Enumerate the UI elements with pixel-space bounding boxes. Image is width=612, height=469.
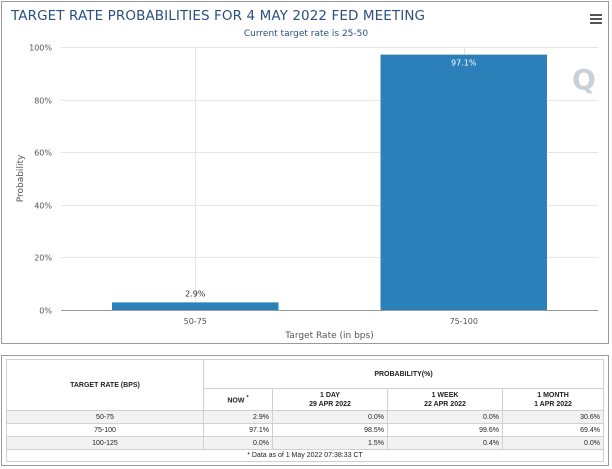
col-now-label: NOW [227, 397, 245, 405]
bar [112, 302, 279, 310]
col-1month-date: 1 APR 2022 [534, 400, 572, 408]
bar [380, 54, 547, 310]
chart-subtitle: Current target rate is 25-50 [243, 29, 369, 39]
col-1day-label: 1 DAY [320, 391, 340, 399]
y-tick-label: 60% [34, 149, 52, 158]
col-target-rate: TARGET RATE (BPS) [6, 359, 204, 411]
row-1week: 0.0% [387, 410, 503, 424]
col-1week: 1 WEEK 22 APR 2022 [387, 388, 503, 411]
probability-table: TARGET RATE (BPS) PROBABILITY(%) NOW * 1… [6, 359, 604, 462]
row-now: 97.1% [203, 423, 273, 437]
col-1week-date: 22 APR 2022 [424, 400, 466, 408]
watermark-logo: Q [572, 63, 596, 96]
chart-title: TARGET RATE PROBABILITIES FOR 4 MAY 2022… [11, 8, 426, 24]
col-now-mark: * [246, 394, 249, 401]
col-1week-label: 1 WEEK [431, 391, 459, 399]
data-label: 2.9% [185, 289, 206, 298]
table-footnote: * Data as of 1 May 2022 07:38:33 CT [6, 449, 604, 462]
probability-table-panel: TARGET RATE (BPS) PROBABILITY(%) NOW * 1… [1, 355, 609, 466]
col-1month-label: 1 MONTH [537, 391, 569, 399]
row-1month: 69.4% [502, 423, 604, 437]
col-1month: 1 MONTH 1 APR 2022 [502, 388, 604, 411]
row-1week: 99.6% [387, 423, 503, 437]
table-row: 100-125 0.0% 1.5% 0.4% 0.0% [6, 436, 604, 450]
row-1week: 0.4% [387, 436, 503, 450]
table-row: 50-75 2.9% 0.0% 0.0% 30.6% [6, 410, 604, 424]
col-now: NOW * [203, 388, 273, 411]
col-probability: PROBABILITY(%) [203, 359, 604, 389]
hamburger-menu-icon[interactable] [590, 14, 602, 24]
row-1day: 0.0% [272, 410, 388, 424]
row-range: 75-100 [6, 423, 204, 437]
row-1month: 30.6% [502, 410, 604, 424]
chart-panel: TARGET RATE PROBABILITIES FOR 4 MAY 2022… [1, 1, 609, 344]
bar-chart: 0% 20% 40% 60% 80% 100% Q 2.9% 97.1% 50-75 75-100 T… [16, 44, 598, 341]
x-tick-label: 50-75 [184, 317, 207, 326]
row-1month: 0.0% [502, 436, 604, 450]
table-row: 75-100 97.1% 98.5% 99.6% 69.4% [6, 423, 604, 437]
row-range: 100-125 [6, 436, 204, 450]
y-axis-title: Probability [16, 154, 26, 202]
col-1day: 1 DAY 29 APR 2022 [272, 388, 388, 411]
x-tick-label: 75-100 [450, 317, 478, 326]
y-tick-label: 80% [34, 97, 52, 106]
y-tick-label: 0% [39, 307, 52, 316]
row-now: 2.9% [203, 410, 273, 424]
row-1day: 1.5% [272, 436, 388, 450]
y-tick-label: 40% [34, 202, 52, 211]
row-range: 50-75 [6, 410, 204, 424]
y-tick-label: 20% [34, 254, 52, 263]
y-tick-label: 100% [29, 44, 52, 53]
row-now: 0.0% [203, 436, 273, 450]
x-axis-title: Target Rate (in bps) [284, 331, 373, 341]
data-label: 97.1% [451, 59, 477, 68]
col-1day-date: 29 APR 2022 [309, 400, 351, 408]
row-1day: 98.5% [272, 423, 388, 437]
